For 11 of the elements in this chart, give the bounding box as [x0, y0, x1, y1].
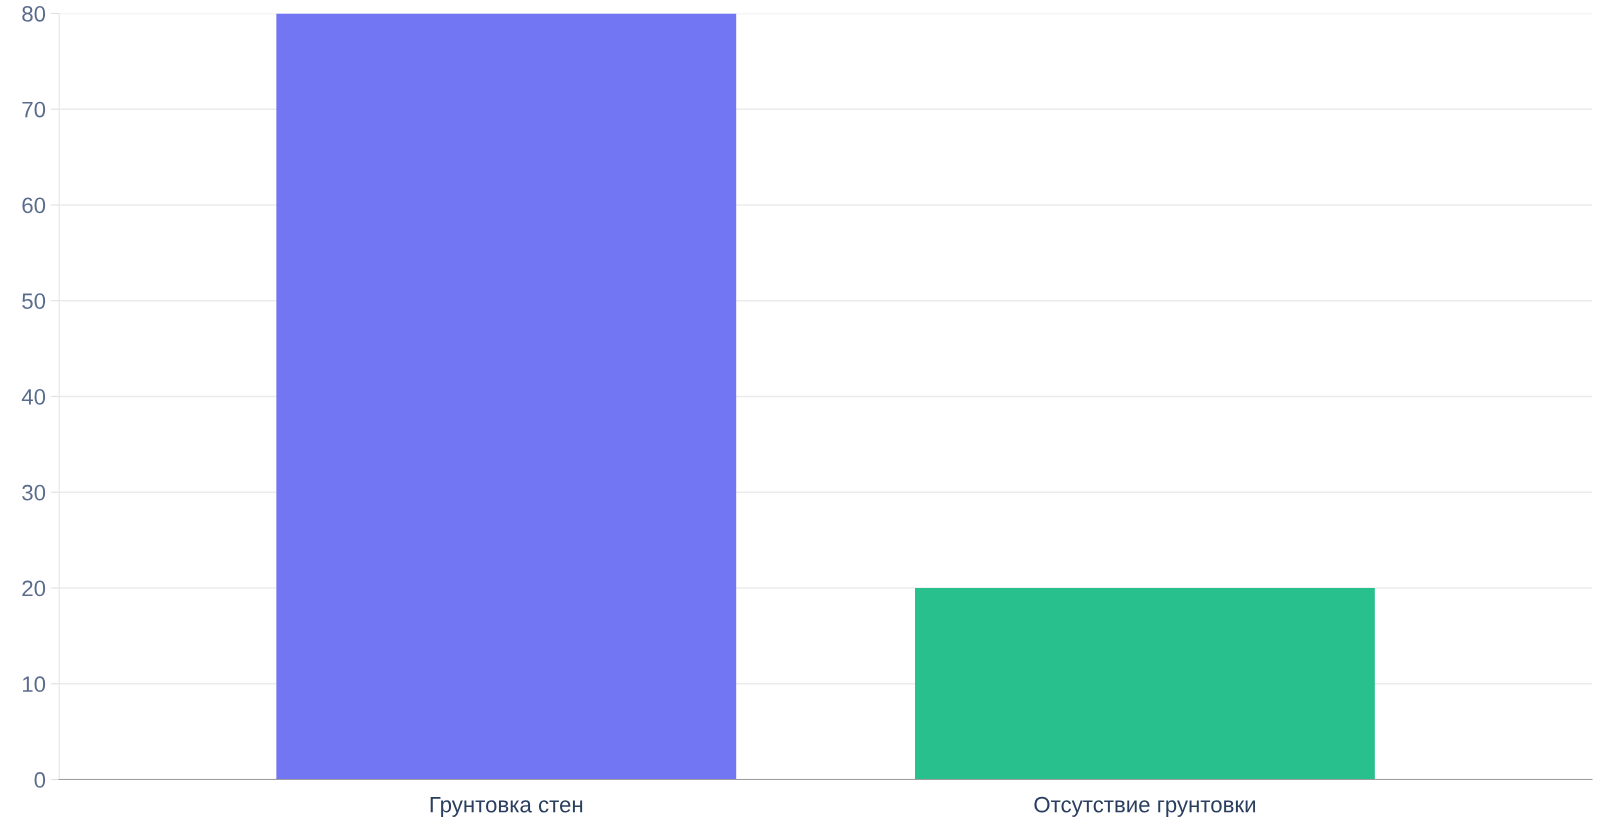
y-tick-label: 10 — [22, 676, 46, 693]
x-tick-label: Отсутствие грунтовки — [1034, 796, 1256, 817]
y-tick-label: 80 — [22, 5, 46, 22]
y-tick-label: 40 — [21, 389, 46, 405]
y-tick-label: 50 — [22, 293, 46, 309]
x-tick-label: Грунтовка стен — [430, 796, 583, 817]
y-tick-label: 70 — [22, 101, 46, 118]
y-tick-label: 60 — [22, 197, 46, 214]
y-tick-label: 20 — [22, 580, 46, 597]
y-tick-label: 0 — [34, 772, 46, 788]
y-tick-label: 30 — [22, 484, 46, 501]
